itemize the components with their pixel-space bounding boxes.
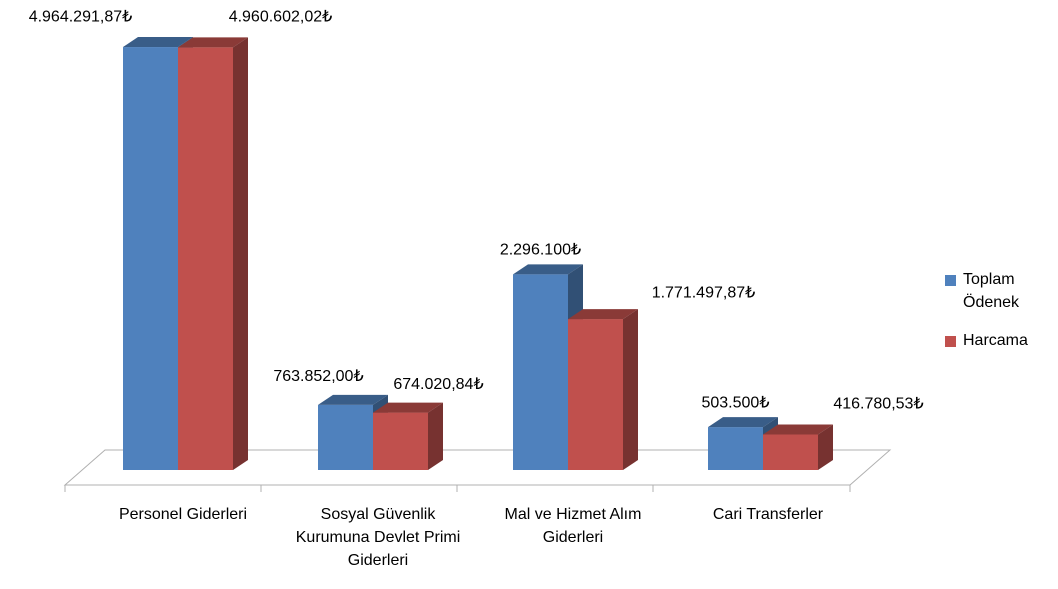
- bar-top: [708, 417, 778, 428]
- bar: [763, 434, 818, 470]
- bar-top: [513, 264, 583, 275]
- bar: [318, 404, 373, 470]
- data-label: 416.780,53₺: [833, 396, 923, 413]
- bar: [568, 319, 623, 470]
- axis-ticks: [64, 485, 851, 492]
- legend-swatch: [945, 275, 956, 286]
- bar: [373, 412, 428, 470]
- data-label: 1.771.497,87₺: [652, 284, 756, 301]
- bar-side: [818, 424, 833, 470]
- bar-top: [318, 394, 388, 405]
- legend-label: Harcama: [963, 332, 1028, 349]
- bar-top: [178, 37, 248, 48]
- bar-group: [763, 424, 833, 470]
- bar-group: [373, 402, 443, 470]
- bar-top: [763, 424, 833, 435]
- data-label: 674.020,84₺: [393, 376, 483, 393]
- bar: [123, 47, 178, 471]
- x-tick-label: Personel Giderleri: [118, 506, 248, 523]
- bar: [708, 427, 763, 470]
- x-tick-label: Sosyal Güvenlik Kurumuna Devlet Primi Gi…: [295, 506, 461, 569]
- x-tick-label: Cari Transferler: [712, 506, 824, 523]
- x-tick-label: Mal ve Hizmet Alım Giderleri: [504, 506, 642, 546]
- data-label: 2.296.100₺: [500, 242, 581, 259]
- legend-label: Toplam Ödenek: [963, 271, 1020, 311]
- floor: [63, 449, 892, 486]
- bar-group: [568, 309, 638, 470]
- bar-side: [623, 309, 638, 470]
- data-label: 4.964.291,87₺: [29, 8, 133, 25]
- bar-top: [373, 402, 443, 413]
- bar-top: [568, 309, 638, 320]
- bar: [513, 274, 568, 470]
- data-label: 763.852,00₺: [273, 368, 363, 385]
- bar: [178, 47, 233, 470]
- bar-side: [233, 37, 248, 470]
- data-label: 503.500₺: [701, 394, 769, 411]
- data-label: 4.960.602,02₺: [229, 9, 333, 26]
- bar-top: [123, 37, 193, 48]
- bar-side: [428, 402, 443, 470]
- bar-group: [178, 37, 248, 470]
- legend-swatch: [945, 336, 956, 347]
